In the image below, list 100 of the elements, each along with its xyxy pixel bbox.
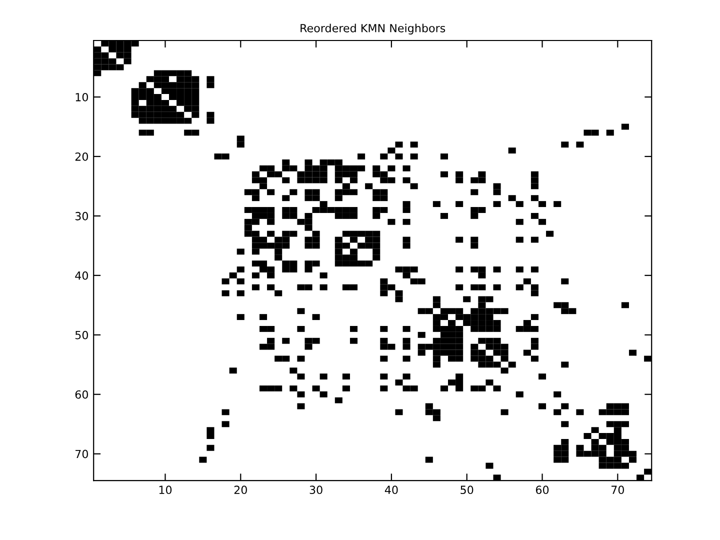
point [236,314,244,320]
point [478,385,486,392]
point [470,314,478,320]
point [334,171,342,178]
point [290,207,298,213]
point [236,142,244,148]
point [470,236,478,243]
point [146,118,154,124]
point [214,154,222,160]
point [418,344,426,350]
y-tick-label: 40 [75,271,88,280]
point [425,344,433,350]
point [402,218,410,225]
point [621,462,629,469]
point [312,207,320,213]
point [358,260,366,266]
point [486,462,494,469]
point [131,112,139,118]
point [236,290,244,296]
point [448,332,456,338]
point [470,284,478,290]
point [327,207,335,213]
point [116,52,124,58]
point [176,112,184,118]
point [456,266,464,272]
point [554,409,562,416]
point [282,236,290,243]
point [440,385,448,392]
point [244,218,252,225]
point [493,362,501,368]
point [131,88,139,94]
point [530,171,538,178]
point [184,88,192,94]
point [297,177,305,184]
point [259,260,268,266]
point [297,171,305,178]
point [290,212,298,219]
x-tick-label: 20 [234,486,247,494]
point [463,314,471,320]
point [388,284,396,290]
point [621,302,629,308]
point [410,183,418,190]
point [252,177,260,184]
point [606,433,614,439]
point [192,88,200,94]
point [432,320,440,326]
point [267,165,275,172]
point [614,409,622,416]
point [486,344,494,350]
x-tick-label: 30 [310,486,322,494]
y-tick-label: 50 [75,330,88,340]
point [365,230,373,237]
point [402,272,410,278]
point [169,82,177,88]
point [334,189,342,196]
point [236,278,244,284]
point [334,242,342,249]
point [448,338,456,344]
point [252,242,260,249]
point [334,260,342,266]
point [320,165,328,172]
point [614,450,622,457]
point [456,374,464,380]
point [508,362,516,368]
point [320,374,328,380]
point [282,242,290,249]
point [530,183,538,190]
point [470,207,478,213]
point [138,88,146,94]
point [124,46,132,52]
point [274,290,282,296]
point [304,218,312,225]
point [395,409,403,416]
point [267,171,275,178]
point [259,385,268,392]
point [320,159,328,166]
point [395,266,403,272]
point [297,374,305,380]
point [530,314,538,320]
point [380,284,388,290]
point [606,456,614,463]
point [523,278,531,284]
point [304,344,312,350]
point [304,165,312,172]
point [304,212,312,219]
point [614,403,622,410]
point [252,236,260,243]
point [380,207,388,213]
point [493,338,501,344]
point [530,236,538,243]
point [146,100,154,106]
point [154,70,162,76]
point [538,374,546,380]
point [530,212,538,219]
point [312,236,320,243]
y-tick-label: 60 [75,390,88,399]
point [440,154,448,160]
point [425,308,433,314]
point [432,338,440,344]
point [530,195,538,202]
